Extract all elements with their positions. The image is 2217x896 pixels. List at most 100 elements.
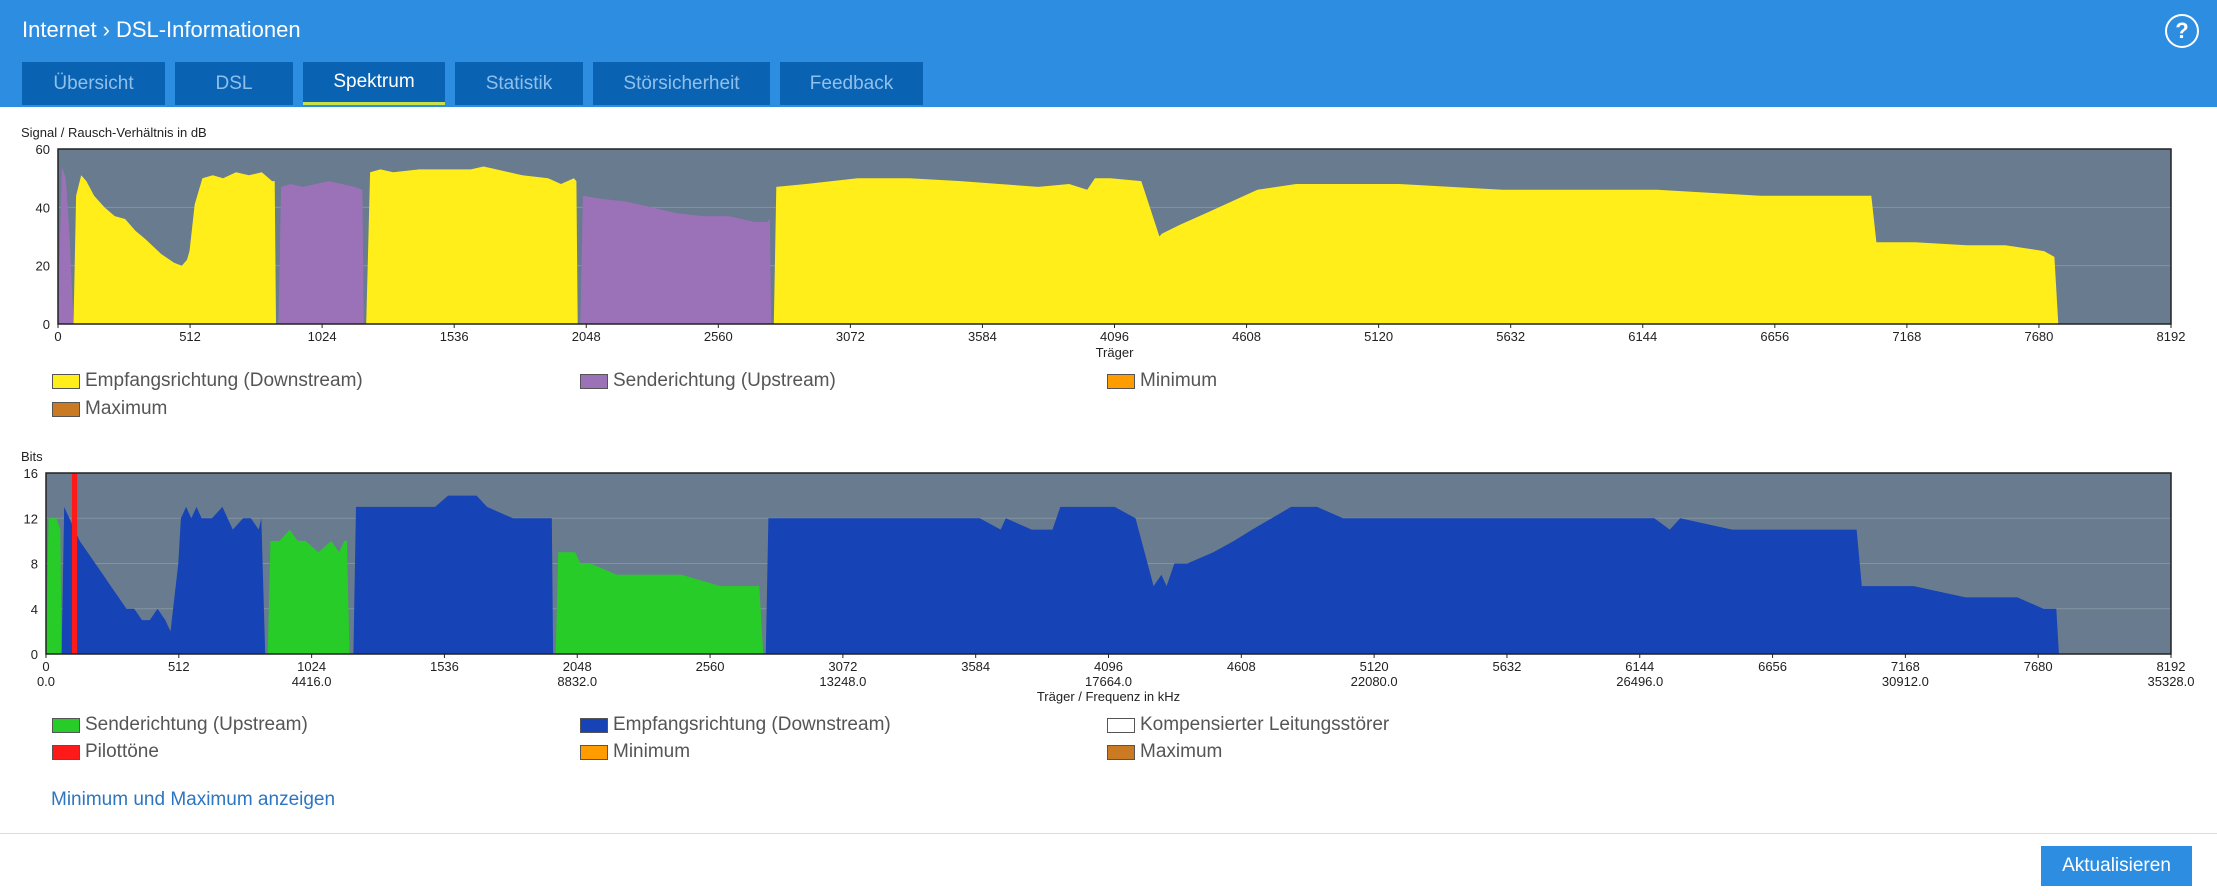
x-tick-label: 4096 [1094,659,1123,674]
legend-label: Empfangsrichtung (Downstream) [85,370,363,391]
snr-chart: 0 20 40 60 0 512 1024 1536 2048 2560 3072 3584 4096 4… [36,142,2186,360]
series-area [765,506,2059,654]
x-tick-label: 3072 [828,659,857,674]
x-tick-label: 2048 [563,659,592,674]
refresh-button[interactable]: Aktualisieren [2041,846,2192,886]
legend-label: Minimum [1140,370,1218,391]
x-tick-label: 4096 [1100,329,1129,344]
show-min-max-link[interactable]: Minimum und Maximum anzeigen [51,789,336,810]
legend-item: Kompensierter Leitungsstörer [1107,714,1389,736]
x-tick-label: 4608 [1227,659,1256,674]
x-tick-label: 6144 [1628,329,1657,344]
legend-swatch [1107,373,1135,389]
tab-stoersicherheit[interactable]: Störsicherheit [593,62,770,105]
x-tick-label: 5120 [1364,329,1393,344]
legend-swatch [1107,744,1135,760]
legend-label: Senderichtung (Upstream) [85,714,308,735]
x-tick-label-secondary: 8832.0 [557,674,597,689]
legend-item: Pilottöne [52,741,159,763]
legend-swatch [52,373,80,389]
y-tick-label: 60 [36,142,50,157]
legend-label: Empfangsrichtung (Downstream) [613,714,891,735]
tab-statistik[interactable]: Statistik [455,62,583,105]
legend-swatch [1107,717,1135,733]
x-tick-label: 3584 [968,329,997,344]
series-area [580,195,772,324]
bits-chart-ylabel: Bits [21,449,43,464]
x-tick-label: 5120 [1360,659,1389,674]
x-tick-label: 3072 [836,329,865,344]
x-tick-label-secondary: 4416.0 [292,674,332,689]
tab-spektrum[interactable]: Spektrum [303,62,445,105]
series-area [366,166,578,324]
legend-swatch [580,744,608,760]
legend-swatch [580,373,608,389]
series-area [773,178,2059,324]
legend-label: Maximum [85,398,168,419]
x-tick-label: 8192 [2157,659,2186,674]
x-tick-label: 2560 [704,329,733,344]
series-area [278,181,364,324]
header-bar: Internet › DSL-Informationen ? Übersicht… [0,0,2217,107]
legend-item: Maximum [1107,741,1222,763]
x-tick-label: 7168 [1892,329,1921,344]
page-title: DSL-Informationen [115,17,301,42]
legend-label: Pilottöne [85,741,159,762]
x-tick-label: 7168 [1891,659,1920,674]
y-tick-label: 8 [31,557,38,572]
x-tick-label: 0 [42,659,49,674]
x-tick-label: 0 [54,329,61,344]
series-area [267,529,350,654]
bits-chart: 0 4 8 12 16 0 512 1024 1536 2048 2560 3072 3584 4096 4… [24,466,2195,704]
series-area [73,172,276,324]
snr-chart-ylabel: Signal / Rausch-Verhältnis in dB [21,125,207,140]
tab-bar: Übersicht DSL Spektrum Statistik Störsic… [22,62,933,105]
tab-feedback[interactable]: Feedback [780,62,923,105]
x-tick-label: 3584 [961,659,990,674]
x-tick-label-secondary: 35328.0 [2148,674,2195,689]
help-icon[interactable]: ? [2165,14,2199,48]
y-tick-label: 12 [24,511,38,526]
x-tick-label: 512 [168,659,190,674]
y-tick-label: 16 [24,466,38,481]
legend-item: Maximum [52,398,167,420]
series-area [353,495,554,654]
x-tick-label-secondary: 26496.0 [1616,674,1663,689]
x-tick-label-secondary: 22080.0 [1351,674,1398,689]
legend-label: Senderichtung (Upstream) [613,370,836,391]
x-tick-label: 512 [179,329,201,344]
y-tick-label: 0 [31,647,38,662]
legend-label: Minimum [613,741,691,762]
legend-swatch [52,401,80,417]
x-tick-label-secondary: 30912.0 [1882,674,1929,689]
x-tick-label: 4608 [1232,329,1261,344]
x-tick-label-secondary: 17664.0 [1085,674,1132,689]
legend-item: Empfangsrichtung (Downstream) [580,714,891,736]
y-tick-label: 40 [36,200,50,215]
x-tick-label: 2048 [572,329,601,344]
x-tick-label: 5632 [1496,329,1525,344]
breadcrumb-section[interactable]: Internet [22,17,97,42]
series-area [61,506,266,654]
legend-swatch [52,717,80,733]
legend-swatch [580,717,608,733]
x-tick-label: 5632 [1492,659,1521,674]
legend-item: Senderichtung (Upstream) [52,714,308,736]
y-tick-label: 0 [43,317,50,332]
tab-uebersicht[interactable]: Übersicht [22,62,165,105]
x-tick-label: 6144 [1625,659,1654,674]
x-tick-label: 7680 [2024,329,2053,344]
tab-dsl[interactable]: DSL [175,62,293,105]
x-tick-label: 1536 [440,329,469,344]
legend-item: Minimum [1107,370,1217,392]
legend-swatch [52,744,80,760]
breadcrumb: Internet › DSL-Informationen [22,17,301,43]
x-axis-label: Träger [1096,345,1134,360]
pilot-tone-mark [71,473,78,654]
series-area [58,166,74,324]
y-tick-label: 4 [31,602,38,617]
x-tick-label-secondary: 0.0 [37,674,55,689]
x-axis-label: Träger / Frequenz in kHz [1037,689,1180,704]
x-tick-label: 2560 [696,659,725,674]
x-tick-label: 7680 [2024,659,2053,674]
